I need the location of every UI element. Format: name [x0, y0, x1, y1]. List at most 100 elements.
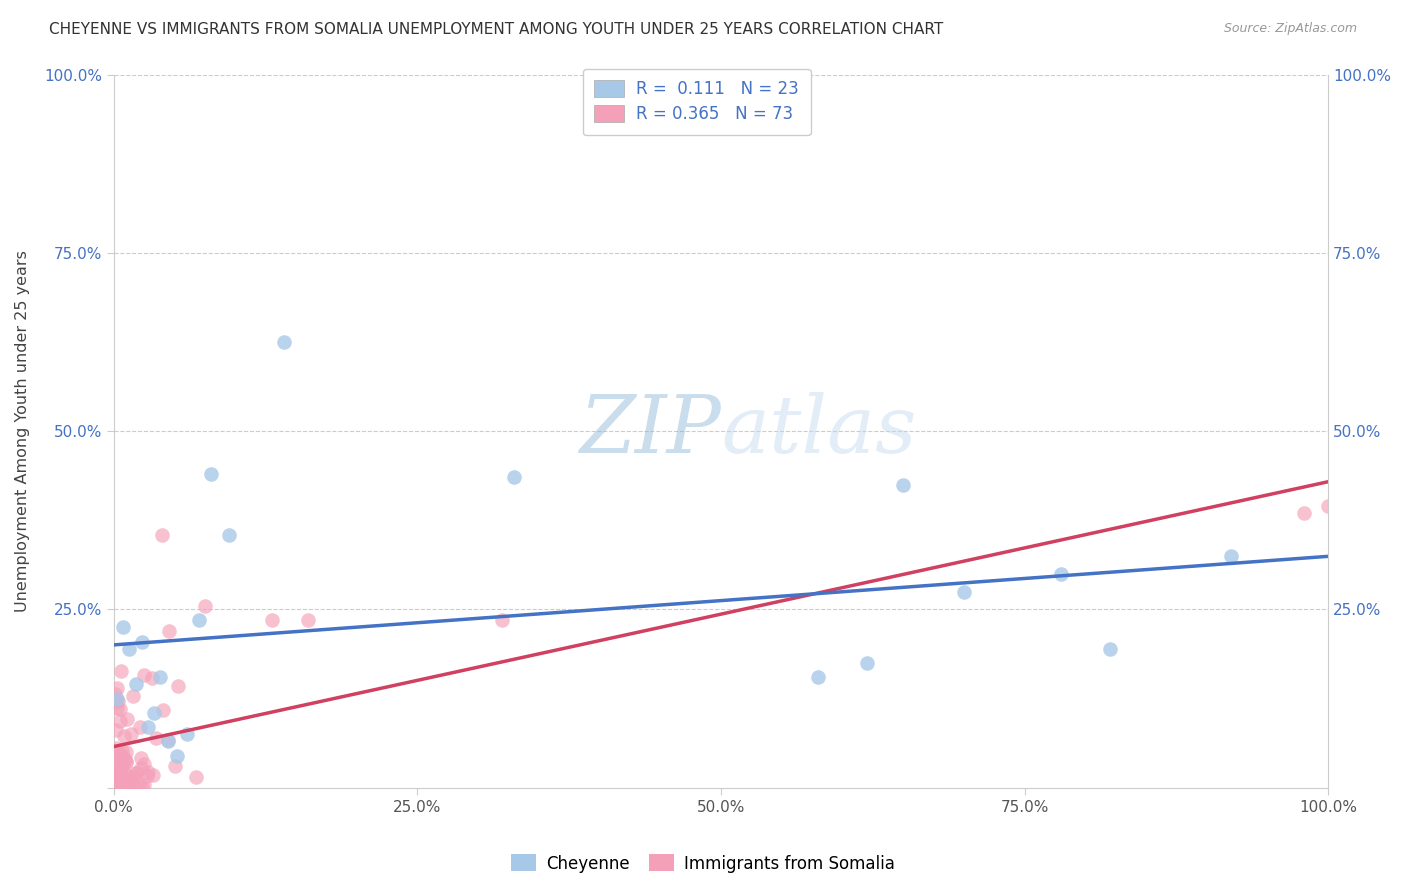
- Point: [112, 729, 135, 743]
- Point: [132, 778, 155, 792]
- Point: [112, 776, 135, 790]
- Point: [142, 706, 165, 720]
- Point: [104, 687, 127, 701]
- Point: [186, 770, 208, 784]
- Point: [115, 772, 138, 786]
- Point: [807, 670, 830, 684]
- Point: [128, 777, 150, 791]
- Point: [111, 744, 134, 758]
- Point: [131, 780, 153, 794]
- Point: [118, 780, 141, 794]
- Point: [503, 470, 526, 484]
- Point: [125, 766, 148, 780]
- Point: [194, 599, 217, 613]
- Point: [110, 664, 132, 678]
- Point: [134, 757, 156, 772]
- Point: [218, 527, 240, 541]
- Point: [105, 747, 128, 762]
- Point: [110, 701, 132, 715]
- Point: [114, 752, 136, 766]
- Point: [142, 768, 165, 782]
- Point: [136, 720, 159, 734]
- Point: [141, 671, 163, 685]
- Point: [104, 764, 127, 778]
- Point: [491, 613, 513, 627]
- Point: [1050, 566, 1073, 581]
- Legend: R =  0.111   N = 23, R = 0.365   N = 73: R = 0.111 N = 23, R = 0.365 N = 73: [582, 69, 810, 135]
- Point: [108, 767, 131, 781]
- Point: [187, 613, 209, 627]
- Point: [108, 714, 131, 729]
- Text: atlas: atlas: [721, 392, 917, 470]
- Point: [122, 689, 145, 703]
- Point: [167, 679, 190, 693]
- Point: [104, 768, 127, 782]
- Point: [176, 727, 198, 741]
- Legend: Cheyenne, Immigrants from Somalia: Cheyenne, Immigrants from Somalia: [505, 847, 901, 880]
- Point: [166, 748, 188, 763]
- Point: [157, 624, 180, 638]
- Point: [952, 584, 974, 599]
- Text: ZIP: ZIP: [579, 392, 721, 470]
- Point: [105, 681, 128, 696]
- Point: [108, 757, 131, 772]
- Point: [105, 691, 128, 706]
- Point: [107, 760, 129, 774]
- Point: [120, 776, 142, 790]
- Point: [105, 747, 128, 762]
- Point: [145, 731, 167, 745]
- Point: [131, 634, 153, 648]
- Point: [111, 777, 134, 791]
- Point: [891, 477, 914, 491]
- Point: [120, 771, 142, 785]
- Point: [115, 745, 138, 759]
- Point: [1220, 549, 1243, 563]
- Point: [104, 693, 127, 707]
- Y-axis label: Unemployment Among Youth under 25 years: Unemployment Among Youth under 25 years: [15, 250, 30, 612]
- Point: [297, 613, 319, 627]
- Point: [122, 770, 145, 784]
- Point: [104, 740, 127, 755]
- Point: [104, 780, 127, 794]
- Point: [1317, 499, 1340, 513]
- Point: [112, 767, 135, 781]
- Point: [115, 756, 138, 770]
- Point: [105, 701, 128, 715]
- Point: [105, 723, 128, 737]
- Point: [132, 668, 155, 682]
- Point: [129, 751, 152, 765]
- Point: [136, 769, 159, 783]
- Text: Source: ZipAtlas.com: Source: ZipAtlas.com: [1223, 22, 1357, 36]
- Point: [118, 641, 141, 656]
- Point: [110, 769, 132, 783]
- Point: [115, 712, 138, 726]
- Point: [120, 727, 142, 741]
- Point: [107, 694, 129, 708]
- Point: [273, 334, 295, 349]
- Point: [152, 703, 174, 717]
- Point: [1098, 641, 1121, 656]
- Point: [200, 467, 222, 481]
- Point: [112, 772, 135, 786]
- Point: [165, 759, 187, 773]
- Point: [1292, 506, 1315, 520]
- Point: [105, 773, 128, 788]
- Point: [115, 768, 138, 782]
- Text: CHEYENNE VS IMMIGRANTS FROM SOMALIA UNEMPLOYMENT AMONG YOUTH UNDER 25 YEARS CORR: CHEYENNE VS IMMIGRANTS FROM SOMALIA UNEM…: [49, 22, 943, 37]
- Point: [104, 779, 127, 793]
- Point: [124, 677, 146, 691]
- Point: [136, 764, 159, 779]
- Point: [110, 748, 132, 763]
- Point: [129, 761, 152, 775]
- Point: [149, 670, 172, 684]
- Point: [129, 720, 152, 734]
- Point: [125, 765, 148, 780]
- Point: [157, 733, 180, 747]
- Point: [157, 734, 180, 748]
- Point: [114, 779, 136, 793]
- Point: [110, 759, 132, 773]
- Point: [855, 656, 877, 670]
- Point: [114, 755, 136, 769]
- Point: [111, 759, 134, 773]
- Point: [150, 527, 173, 541]
